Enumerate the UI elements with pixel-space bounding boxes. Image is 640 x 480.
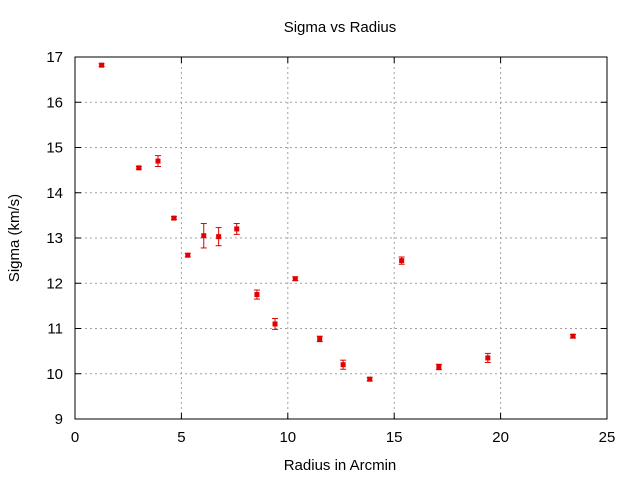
point-marker: [367, 376, 373, 382]
grid: [75, 57, 607, 419]
x-tick-label: 25: [599, 429, 616, 446]
x-tick-label: 15: [386, 429, 403, 446]
point-marker: [201, 233, 207, 239]
y-tick-label: 15: [46, 140, 63, 157]
point-marker: [136, 165, 142, 171]
y-tick-label: 11: [47, 321, 63, 338]
y-tick-label: 16: [46, 94, 63, 111]
data-point: [398, 256, 405, 265]
data-point: [184, 252, 191, 258]
y-tick-label: 17: [46, 49, 63, 66]
y-tick-label: 12: [46, 275, 63, 292]
x-axis-label: Radius in Arcmin: [284, 457, 397, 474]
point-marker: [216, 234, 222, 240]
point-marker: [292, 276, 298, 282]
point-marker: [234, 226, 240, 232]
data-point: [98, 62, 105, 68]
data-point: [272, 318, 279, 330]
x-tick-label: 0: [71, 429, 79, 446]
point-marker: [99, 62, 105, 68]
data-point: [154, 155, 161, 168]
data-point: [435, 363, 442, 371]
data-point: [233, 223, 240, 235]
point-marker: [340, 362, 346, 368]
point-marker: [254, 292, 260, 298]
data-points: [98, 62, 576, 382]
data-point: [569, 333, 576, 339]
point-marker: [436, 364, 442, 370]
data-point: [170, 215, 177, 221]
chart-title: Sigma vs Radius: [284, 19, 397, 36]
x-tick-label: 20: [492, 429, 509, 446]
data-point: [316, 335, 323, 343]
point-marker: [570, 333, 576, 339]
point-marker: [485, 355, 491, 361]
data-point: [484, 352, 491, 363]
point-marker: [155, 158, 161, 164]
x-tick-label: 5: [177, 429, 185, 446]
y-tick-label: 14: [46, 185, 63, 202]
data-point: [215, 227, 222, 247]
y-tick-label: 10: [46, 366, 63, 383]
data-point: [200, 223, 207, 249]
data-point: [366, 376, 373, 382]
x-tick-label: 10: [279, 429, 296, 446]
data-point: [340, 359, 347, 370]
point-marker: [272, 321, 278, 327]
y-tick-label: 13: [46, 230, 63, 247]
y-tick-label: 9: [55, 411, 63, 428]
point-marker: [185, 252, 191, 258]
data-point: [253, 289, 260, 300]
axis-ticks: 0 5 10 15 20 25 9 10 11 12 13 14 15 16 17: [46, 49, 615, 446]
point-marker: [399, 258, 405, 264]
data-point: [292, 276, 299, 282]
y-axis-label: Sigma (km/s): [6, 194, 23, 282]
point-marker: [171, 215, 177, 221]
point-marker: [317, 336, 323, 342]
data-point: [135, 165, 142, 171]
